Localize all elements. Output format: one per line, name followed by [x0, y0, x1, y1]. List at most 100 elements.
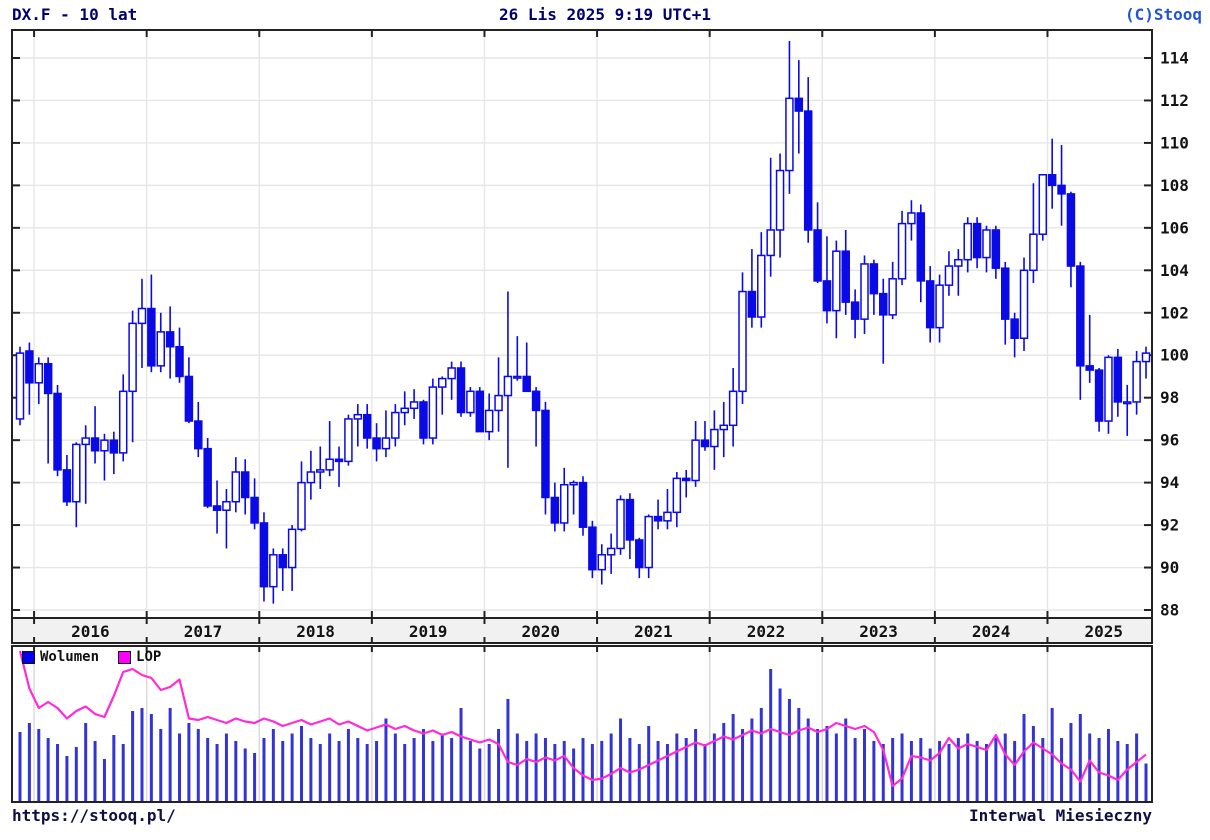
- candle-body: [606, 547, 616, 556]
- volume-bar: [1060, 738, 1064, 801]
- volume-bar: [806, 718, 810, 801]
- y-tick-label: 96: [1160, 431, 1179, 450]
- volume-bar: [600, 741, 604, 801]
- year-label: 2020: [522, 622, 561, 641]
- volume-bar: [1003, 733, 1007, 801]
- candle-body: [944, 265, 954, 286]
- volume-bar: [243, 748, 247, 801]
- candle-body: [1047, 174, 1057, 187]
- volume-bar: [365, 744, 369, 801]
- volume-bar: [346, 729, 350, 801]
- price-gridlines: [13, 31, 1151, 617]
- year-label: 2016: [71, 622, 110, 641]
- volume-bar: [1022, 714, 1026, 801]
- candle-body: [447, 367, 456, 380]
- candle-body: [728, 390, 738, 427]
- volume-bar: [1116, 741, 1120, 801]
- volume-bar: [253, 753, 257, 801]
- year-label: 2019: [409, 622, 448, 641]
- candle-body: [466, 390, 475, 414]
- volume-bar: [938, 741, 942, 801]
- chart-timestamp: 26 Lis 2025 9:19 UTC+1: [499, 5, 711, 24]
- volume-bar: [384, 718, 388, 801]
- volume-bar: [375, 741, 379, 801]
- volume-bar: [947, 744, 951, 801]
- volume-bar: [178, 733, 182, 801]
- volume-bar: [506, 699, 510, 801]
- volume-bar: [468, 741, 472, 801]
- volume-bar: [159, 729, 163, 801]
- candle-body: [147, 307, 156, 367]
- volume-bar: [994, 738, 998, 801]
- candle-body: [681, 477, 691, 482]
- candle-body: [165, 331, 175, 348]
- volume-bar: [403, 744, 407, 801]
- volume-bar: [515, 733, 519, 801]
- candle-body: [269, 554, 278, 588]
- y-tick-label: 104: [1160, 261, 1189, 280]
- candle-body: [625, 498, 635, 541]
- candle-body: [747, 290, 757, 318]
- volume-bar: [891, 738, 895, 801]
- candle-body: [316, 469, 325, 473]
- volume-bar: [290, 733, 294, 801]
- volume-bar: [956, 738, 960, 801]
- candle-body: [1010, 318, 1019, 339]
- volume-bar: [215, 744, 219, 801]
- candle-body: [231, 471, 241, 503]
- candle-body: [578, 481, 588, 528]
- volume-bar: [300, 726, 303, 801]
- volume-bar: [581, 738, 585, 801]
- volume-bar: [656, 741, 660, 801]
- year-label: 2018: [296, 622, 335, 641]
- volume-bar: [450, 738, 454, 801]
- volume-bar: [459, 708, 463, 801]
- candle-body: [803, 110, 813, 231]
- candle-body: [259, 522, 269, 588]
- volume-bar: [149, 714, 153, 801]
- volume-bar: [731, 714, 735, 801]
- volume-bar: [619, 718, 623, 801]
- year-label: 2022: [747, 622, 786, 641]
- volume-bar: [196, 729, 200, 801]
- candle-body: [925, 280, 935, 329]
- volume-gridlines: [33, 647, 1049, 801]
- candle-body: [118, 390, 128, 454]
- candle-body: [428, 386, 438, 439]
- volume-bar: [1106, 729, 1110, 801]
- volume-bar: [140, 708, 144, 801]
- volume-bar: [684, 738, 688, 801]
- candle-body: [494, 394, 503, 412]
- volume-bar: [562, 741, 566, 801]
- volume-bar: [84, 723, 88, 801]
- candle-body: [710, 428, 719, 448]
- volume-bar: [647, 726, 651, 801]
- candle-body: [1104, 356, 1113, 422]
- y-tick-label: 92: [1160, 516, 1179, 535]
- candle-body: [344, 418, 353, 463]
- candle-body: [982, 229, 991, 259]
- volume-bar: [703, 744, 707, 801]
- volume-bar: [694, 729, 698, 801]
- volume-bar: [65, 756, 69, 801]
- candle-body: [400, 407, 409, 414]
- volume-bar: [844, 718, 848, 801]
- volume-bar: [431, 741, 435, 801]
- volume-bar: [131, 711, 135, 801]
- volume-bar: [1041, 738, 1045, 801]
- volume-bar: [421, 729, 425, 801]
- candle-body: [559, 483, 569, 524]
- volume-bar: [168, 708, 172, 801]
- volume-bar: [234, 741, 238, 801]
- volume-bar: [440, 733, 444, 801]
- candle-body: [409, 401, 419, 410]
- candle-body: [194, 420, 203, 450]
- candle-body: [916, 212, 926, 282]
- candle-body: [212, 505, 222, 511]
- volume-bar: [834, 733, 838, 801]
- volume-bar: [328, 733, 332, 801]
- year-band: [11, 617, 1153, 644]
- candle-body: [175, 345, 184, 378]
- candle-body: [503, 375, 513, 397]
- volume-bar: [722, 723, 726, 801]
